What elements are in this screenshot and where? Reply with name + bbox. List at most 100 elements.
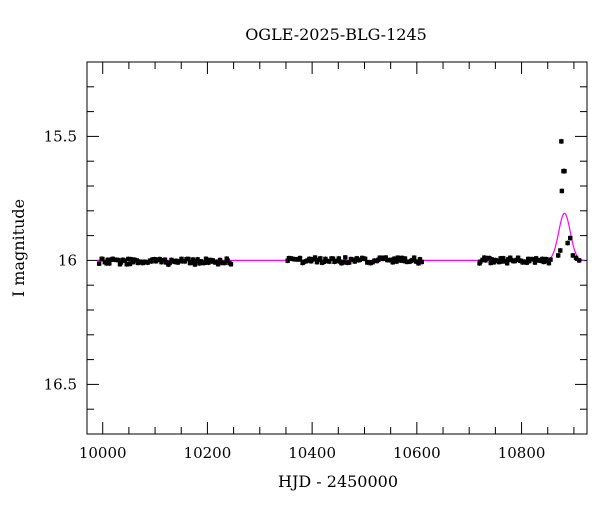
data-point (419, 259, 425, 265)
data-point (190, 257, 196, 262)
data-point (228, 262, 234, 267)
data-point (377, 255, 382, 260)
data-point (321, 259, 327, 265)
data-point (203, 256, 209, 262)
data-point (128, 257, 134, 262)
data-point (381, 256, 386, 262)
data-point (107, 261, 112, 266)
data-points-group (96, 138, 582, 267)
data-point (487, 255, 492, 261)
data-point (498, 256, 503, 261)
data-point (496, 259, 502, 265)
data-point (410, 257, 415, 263)
data-point (182, 259, 187, 264)
data-point (568, 235, 573, 241)
data-point (383, 255, 388, 260)
data-point (222, 260, 227, 266)
data-point (318, 256, 323, 261)
x-axis-ticks: 10000 10200 10400 10600 10800 (79, 62, 575, 462)
x-tick-label: 10400 (288, 444, 336, 462)
data-point (482, 255, 487, 260)
data-point (395, 255, 400, 260)
data-point (116, 257, 121, 263)
data-point (307, 256, 312, 262)
data-point (362, 256, 368, 262)
data-point (392, 256, 397, 261)
data-point (394, 259, 399, 264)
data-point (206, 260, 211, 265)
data-point (525, 256, 531, 262)
data-point (198, 259, 204, 264)
x-tick-label: 10600 (393, 444, 441, 462)
data-point (350, 257, 355, 262)
data-point (327, 259, 332, 264)
data-point (401, 258, 406, 264)
data-point (214, 259, 219, 264)
data-point (290, 256, 295, 262)
y-axis-ticks: 15.5 16 16.5 (44, 61, 587, 435)
model-curve-group (97, 212, 585, 261)
data-point (515, 255, 521, 260)
data-point (417, 257, 423, 262)
data-point (157, 256, 162, 262)
data-point (314, 259, 320, 265)
data-point (118, 260, 124, 265)
data-point (105, 257, 110, 263)
y-tick-label: 16.5 (44, 375, 77, 393)
data-point (576, 258, 582, 263)
data-point (558, 248, 563, 253)
data-point (104, 261, 109, 266)
data-point (556, 253, 561, 258)
data-point (217, 257, 223, 263)
data-point (323, 256, 328, 262)
data-point (185, 256, 191, 262)
data-point (132, 257, 137, 262)
data-point (565, 240, 570, 246)
data-point (573, 255, 579, 261)
data-point (333, 258, 339, 264)
data-point (413, 259, 419, 264)
data-point (177, 259, 182, 264)
data-point (145, 260, 150, 265)
data-point (499, 259, 505, 264)
data-point (347, 260, 352, 265)
data-point (559, 188, 565, 194)
data-point (167, 260, 172, 266)
data-point (402, 256, 408, 261)
data-point (336, 256, 341, 261)
data-point (180, 259, 185, 264)
y-tick-label: 16 (58, 251, 77, 269)
data-point (124, 262, 129, 267)
data-point (530, 257, 535, 262)
data-point (548, 257, 553, 262)
data-point (399, 255, 405, 261)
data-point (341, 260, 347, 265)
data-point (202, 260, 207, 266)
data-point (504, 261, 510, 266)
data-point (112, 257, 117, 262)
data-point (312, 255, 318, 260)
data-point (343, 255, 348, 260)
y-tick-label: 15.5 (44, 127, 77, 145)
data-point (411, 255, 417, 260)
data-point (488, 260, 493, 266)
x-tick-label: 10000 (79, 444, 127, 462)
data-point (508, 255, 513, 260)
data-point (294, 257, 299, 262)
data-point (491, 260, 497, 265)
data-point (130, 259, 136, 265)
data-point (390, 260, 395, 265)
data-point (478, 259, 483, 264)
data-point (96, 261, 102, 266)
data-point (339, 260, 344, 266)
data-point (126, 256, 131, 262)
data-point (330, 256, 336, 261)
plot-frame (86, 61, 588, 435)
data-point (195, 257, 200, 262)
data-point (416, 261, 421, 266)
data-point (179, 256, 184, 262)
data-point (357, 257, 362, 263)
data-point (127, 261, 133, 267)
data-point (489, 257, 494, 262)
data-point (398, 258, 403, 263)
